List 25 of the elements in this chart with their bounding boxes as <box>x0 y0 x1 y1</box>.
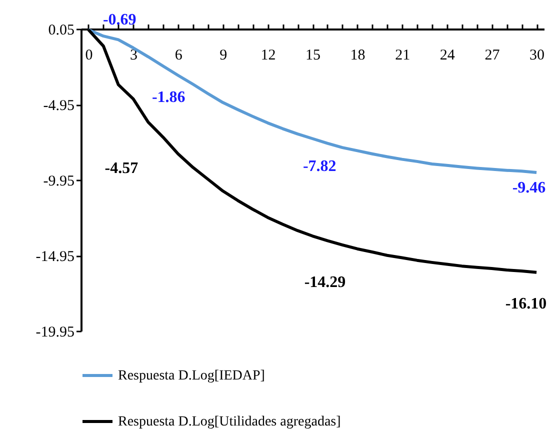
y-tick-label: -19.95 <box>36 324 74 340</box>
annotation: -7.82 <box>302 158 336 175</box>
x-tick-label: 15 <box>306 48 320 64</box>
annotation: -9.46 <box>512 180 546 196</box>
legend-label: Respuesta D.Log[IEDAP] <box>118 368 265 384</box>
x-tick-label: 3 <box>130 48 138 64</box>
y-tick-label: -4.95 <box>43 98 74 114</box>
y-tick-label: -14.95 <box>36 249 74 265</box>
x-tick-label: 0 <box>85 48 93 64</box>
legend-label: Respuesta D.Log[Utilidades agregadas] <box>118 414 341 429</box>
annotation: -4.57 <box>104 160 138 177</box>
y-tick-label: 0.05 <box>48 22 74 38</box>
text: -0.69 <box>102 12 136 29</box>
x-tick-label: 24 <box>440 48 456 64</box>
x-tick-label: 9 <box>220 48 228 64</box>
x-tick-label: 27 <box>484 48 500 64</box>
annotation: -1.86 <box>152 89 186 106</box>
y-tick-label: -9.95 <box>43 174 74 190</box>
annotation: -14.29 <box>304 274 346 291</box>
x-tick-label: 12 <box>260 48 276 64</box>
x-tick-label: 18 <box>350 48 366 64</box>
x-tick-label: 6 <box>174 48 183 64</box>
x-tick-label: 30 <box>530 48 545 64</box>
annotation: -16.10 <box>505 296 547 313</box>
x-tick-label: 21 <box>395 48 410 64</box>
